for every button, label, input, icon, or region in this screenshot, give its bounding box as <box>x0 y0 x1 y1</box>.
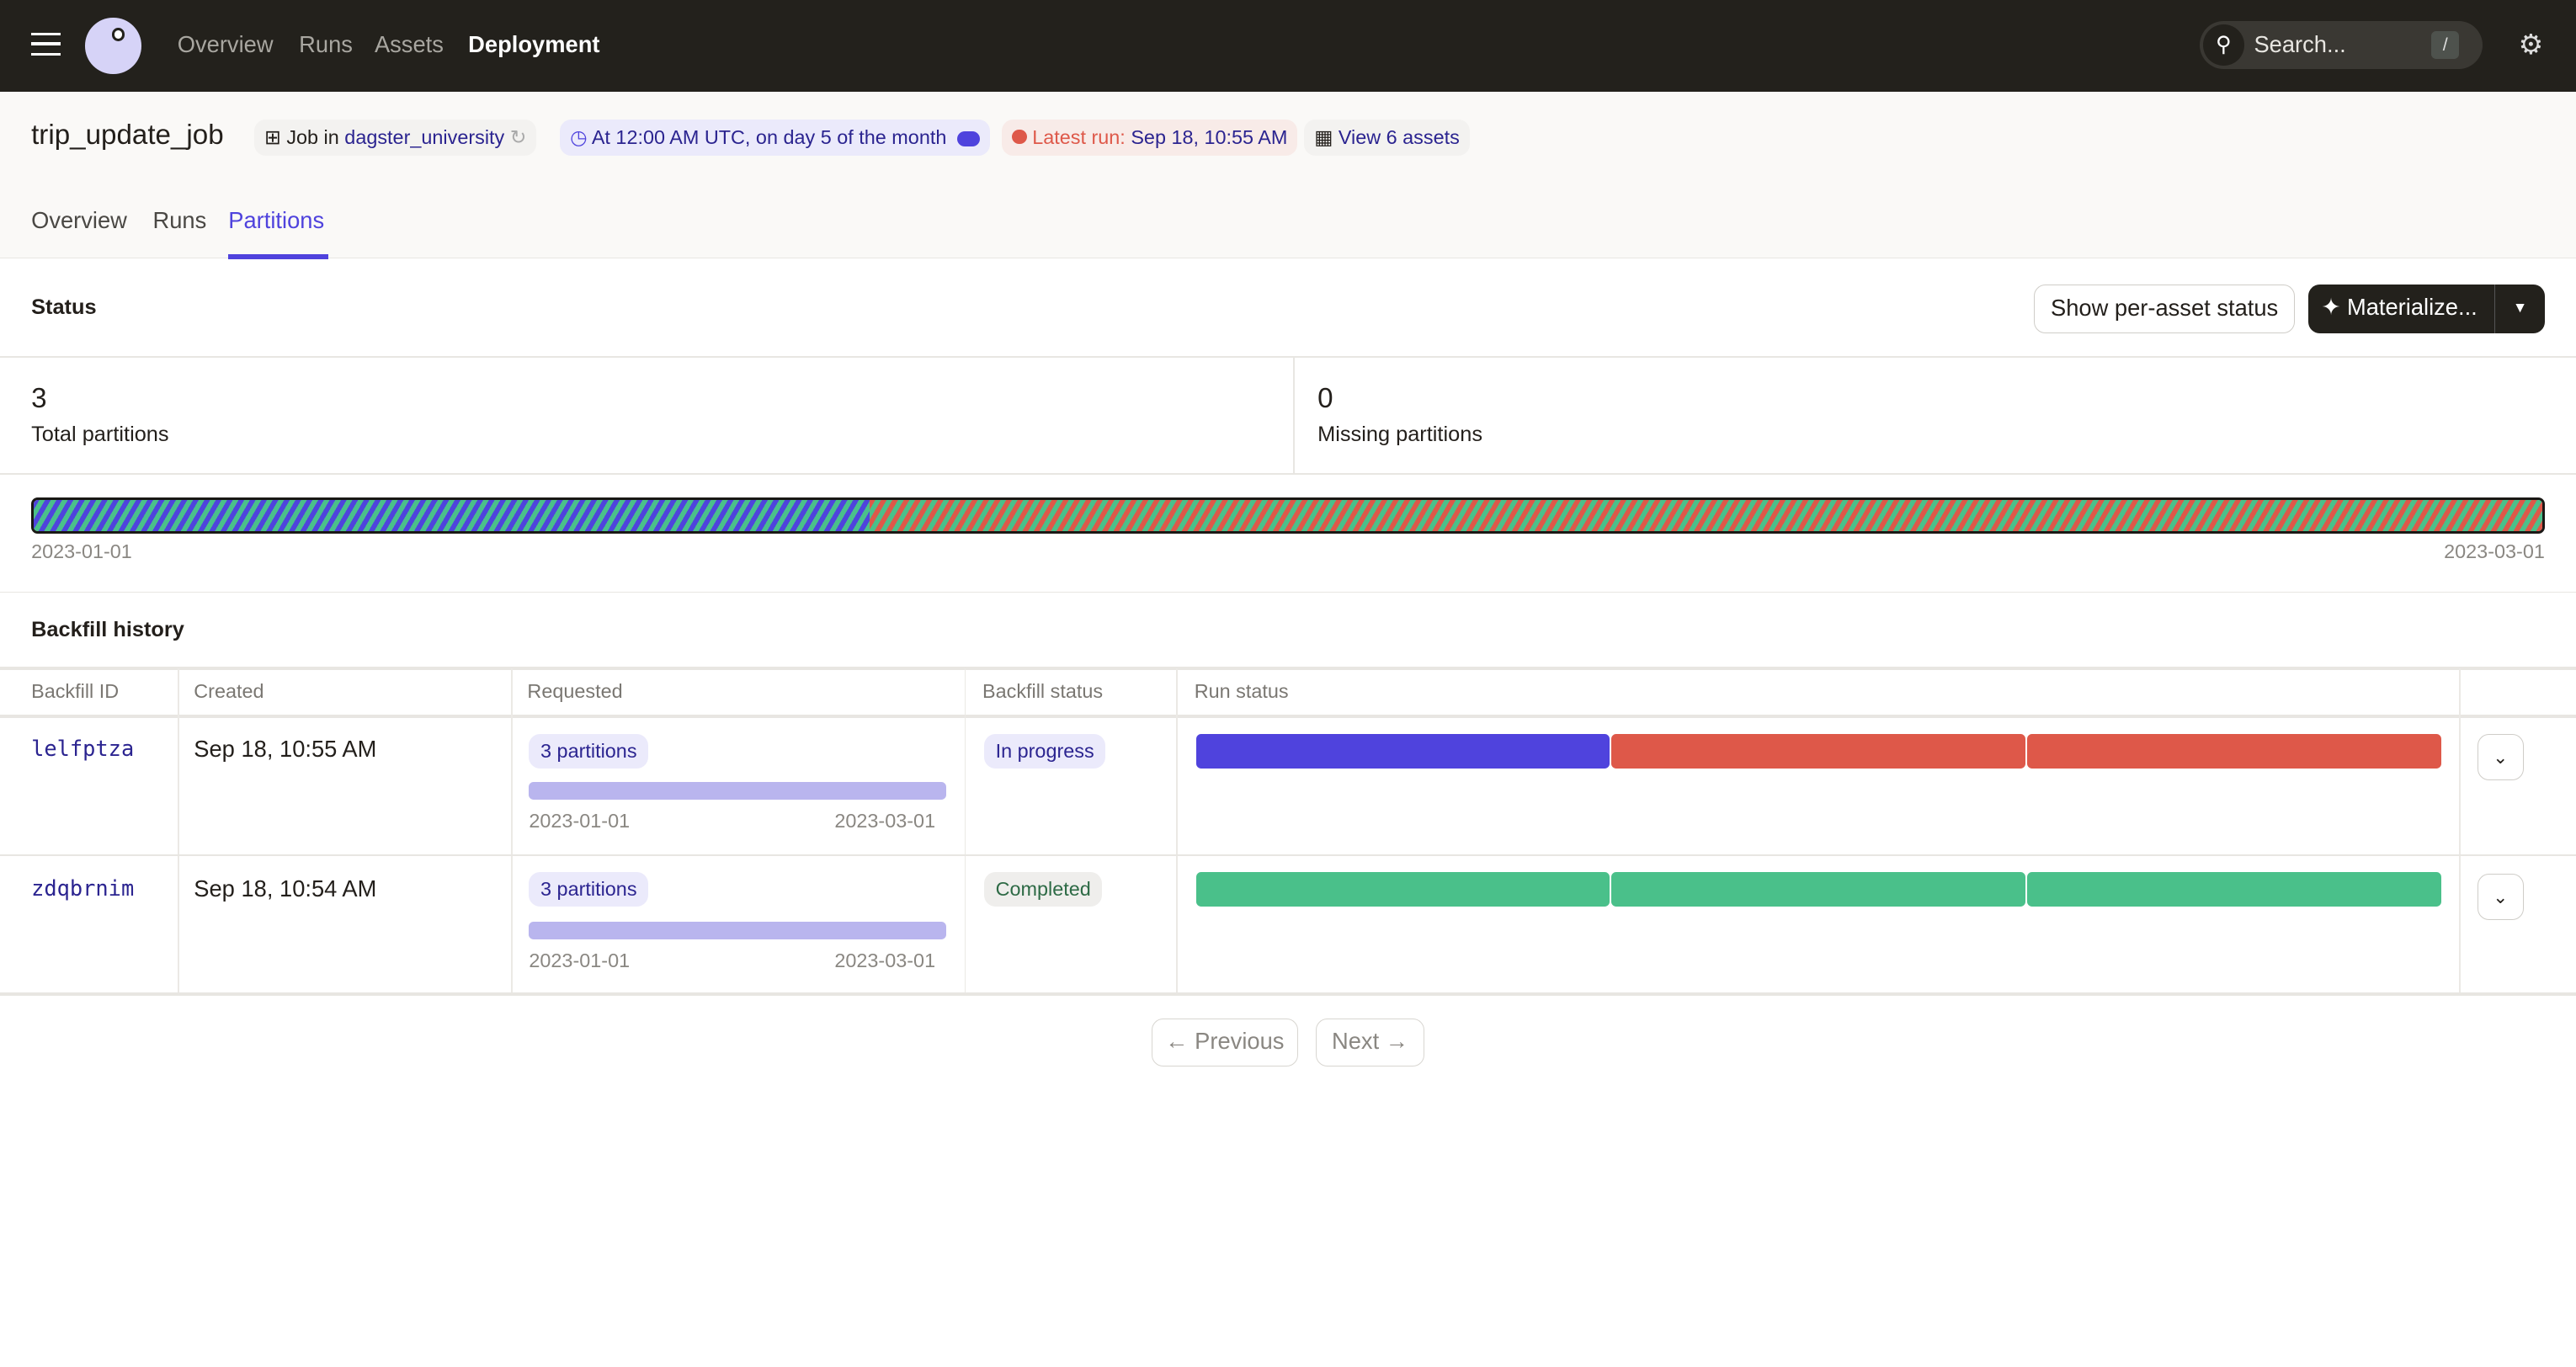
search-input[interactable]: ⚲ Search... / <box>2200 21 2483 69</box>
partition-segment-failed[interactable] <box>870 500 2542 532</box>
divider <box>0 591 2576 593</box>
col-backfill-status: Backfill status <box>982 679 1104 702</box>
tab-partitions[interactable]: Partitions <box>228 206 325 233</box>
nav-assets[interactable]: Assets <box>374 31 444 58</box>
arrow-left-icon: ← <box>1165 1027 1189 1054</box>
nav-overview[interactable]: Overview <box>177 31 274 58</box>
next-label: Next <box>1332 1027 1380 1054</box>
latest-run-value: Sep 18, 10:55 AM <box>1131 126 1288 149</box>
expand-row-button[interactable]: ⌄ <box>2477 874 2524 920</box>
run-status-failed[interactable] <box>1611 734 2026 769</box>
previous-page-button[interactable]: ← Previous <box>1152 1018 1298 1066</box>
status-heading: Status <box>31 295 97 320</box>
backfill-id-link[interactable]: lelfptza <box>31 736 135 762</box>
missing-partitions-label: Missing partitions <box>1317 422 1482 446</box>
run-status-succeeded[interactable] <box>2027 872 2441 907</box>
page-title: trip_update_job <box>31 120 224 152</box>
job-icon: ⊞ <box>264 126 281 149</box>
range-end: 2023-03-01 <box>834 810 936 832</box>
missing-partitions-value: 0 <box>1317 382 1333 414</box>
divider <box>0 356 2576 359</box>
active-tab-indicator <box>228 254 329 260</box>
requested-range-bar <box>529 781 947 801</box>
partition-segment-in-progress[interactable] <box>34 500 870 532</box>
col-divider <box>2459 668 2462 992</box>
backfill-id-link[interactable]: zdqbrnim <box>31 875 135 902</box>
gear-icon[interactable]: ⚙ <box>2518 29 2544 61</box>
latest-run-chip[interactable]: Latest run: Sep 18, 10:55 AM <box>1002 120 1298 157</box>
col-requested: Requested <box>527 679 623 702</box>
partition-start-date: 2023-01-01 <box>31 540 132 563</box>
col-divider <box>1176 668 1179 992</box>
arrow-right-icon: → <box>1385 1027 1409 1054</box>
requested-partitions-tag[interactable]: 3 partitions <box>529 734 649 769</box>
range-start: 2023-01-01 <box>529 949 631 971</box>
col-divider <box>177 668 179 992</box>
created-time: Sep 18, 10:55 AM <box>194 736 377 763</box>
table-icon: ▦ <box>1314 126 1333 149</box>
sparkle-icon: ✦ <box>2321 293 2341 320</box>
clock-icon: ◷ <box>570 126 588 149</box>
run-status-succeeded[interactable] <box>1611 872 2026 907</box>
created-time: Sep 18, 10:54 AM <box>194 875 377 902</box>
nav-deployment[interactable]: Deployment <box>468 31 600 58</box>
backfill-status-badge: Completed <box>983 872 1103 907</box>
total-partitions-label: Total partitions <box>31 422 169 446</box>
backfill-status-badge: In progress <box>983 734 1106 769</box>
dagster-logo[interactable] <box>85 18 141 74</box>
partition-status-bar[interactable] <box>31 497 2545 535</box>
latest-run-label: Latest run: <box>1032 126 1126 149</box>
tab-runs[interactable]: Runs <box>152 206 207 233</box>
failure-dot-icon <box>1012 129 1027 145</box>
schedule-toggle[interactable] <box>956 131 981 147</box>
previous-label: Previous <box>1195 1027 1285 1054</box>
materialize-button[interactable]: ✦ Materialize... ▼ <box>2307 284 2545 334</box>
requested-partitions-tag[interactable]: 3 partitions <box>529 872 649 907</box>
show-per-asset-status-button[interactable]: Show per-asset status <box>2033 284 2296 334</box>
run-status-succeeded[interactable] <box>1195 872 1610 907</box>
stats-divider <box>1292 356 1295 474</box>
col-divider <box>964 668 966 992</box>
range-end: 2023-03-01 <box>834 949 936 971</box>
divider <box>0 473 2576 475</box>
top-navigation-bar: Overview Runs Assets Deployment ⚲ Search… <box>0 0 2576 93</box>
location-link[interactable]: dagster_university <box>344 126 505 149</box>
job-in-label: Job in <box>286 126 339 149</box>
schedule-chip[interactable]: ◷ At 12:00 AM UTC, on day 5 of the month <box>560 120 990 157</box>
col-divider <box>510 668 513 992</box>
search-shortcut: / <box>2431 31 2460 60</box>
run-status-in-progress[interactable] <box>1195 734 1610 769</box>
materialize-dropdown-button[interactable]: ▼ <box>2494 284 2545 334</box>
tab-overview[interactable]: Overview <box>31 206 127 233</box>
job-header <box>0 92 2576 259</box>
divider <box>0 992 2576 996</box>
materialize-label: Materialize... <box>2346 293 2478 320</box>
view-assets-chip[interactable]: ▦ View 6 assets <box>1304 120 1470 157</box>
requested-range-bar <box>529 921 947 940</box>
chevron-down-icon: ⌄ <box>2493 747 2509 769</box>
col-created: Created <box>194 679 264 702</box>
view-assets-label: View 6 assets <box>1338 126 1460 149</box>
expand-row-button[interactable]: ⌄ <box>2477 734 2524 780</box>
next-page-button[interactable]: Next → <box>1316 1018 1424 1066</box>
divider <box>0 854 2576 856</box>
run-status-failed[interactable] <box>2027 734 2441 769</box>
col-run-status: Run status <box>1194 679 1289 702</box>
divider <box>0 714 2576 718</box>
divider <box>0 667 2576 671</box>
search-icon: ⚲ <box>2202 24 2244 66</box>
schedule-text: At 12:00 AM UTC, on day 5 of the month <box>591 126 947 149</box>
backfill-history-heading: Backfill history <box>31 617 184 641</box>
range-start: 2023-01-01 <box>529 810 631 832</box>
menu-icon[interactable] <box>31 33 61 56</box>
nav-runs[interactable]: Runs <box>299 31 353 58</box>
reload-icon[interactable]: ↻ <box>509 126 527 149</box>
partition-end-date: 2023-03-01 <box>2444 540 2545 563</box>
chevron-down-icon: ⌄ <box>2493 887 2509 908</box>
col-backfill-id: Backfill ID <box>31 679 120 702</box>
job-location-chip: ⊞ Job in dagster_university ↻ <box>254 120 537 157</box>
search-placeholder: Search... <box>2254 31 2346 58</box>
total-partitions-value: 3 <box>31 382 47 414</box>
